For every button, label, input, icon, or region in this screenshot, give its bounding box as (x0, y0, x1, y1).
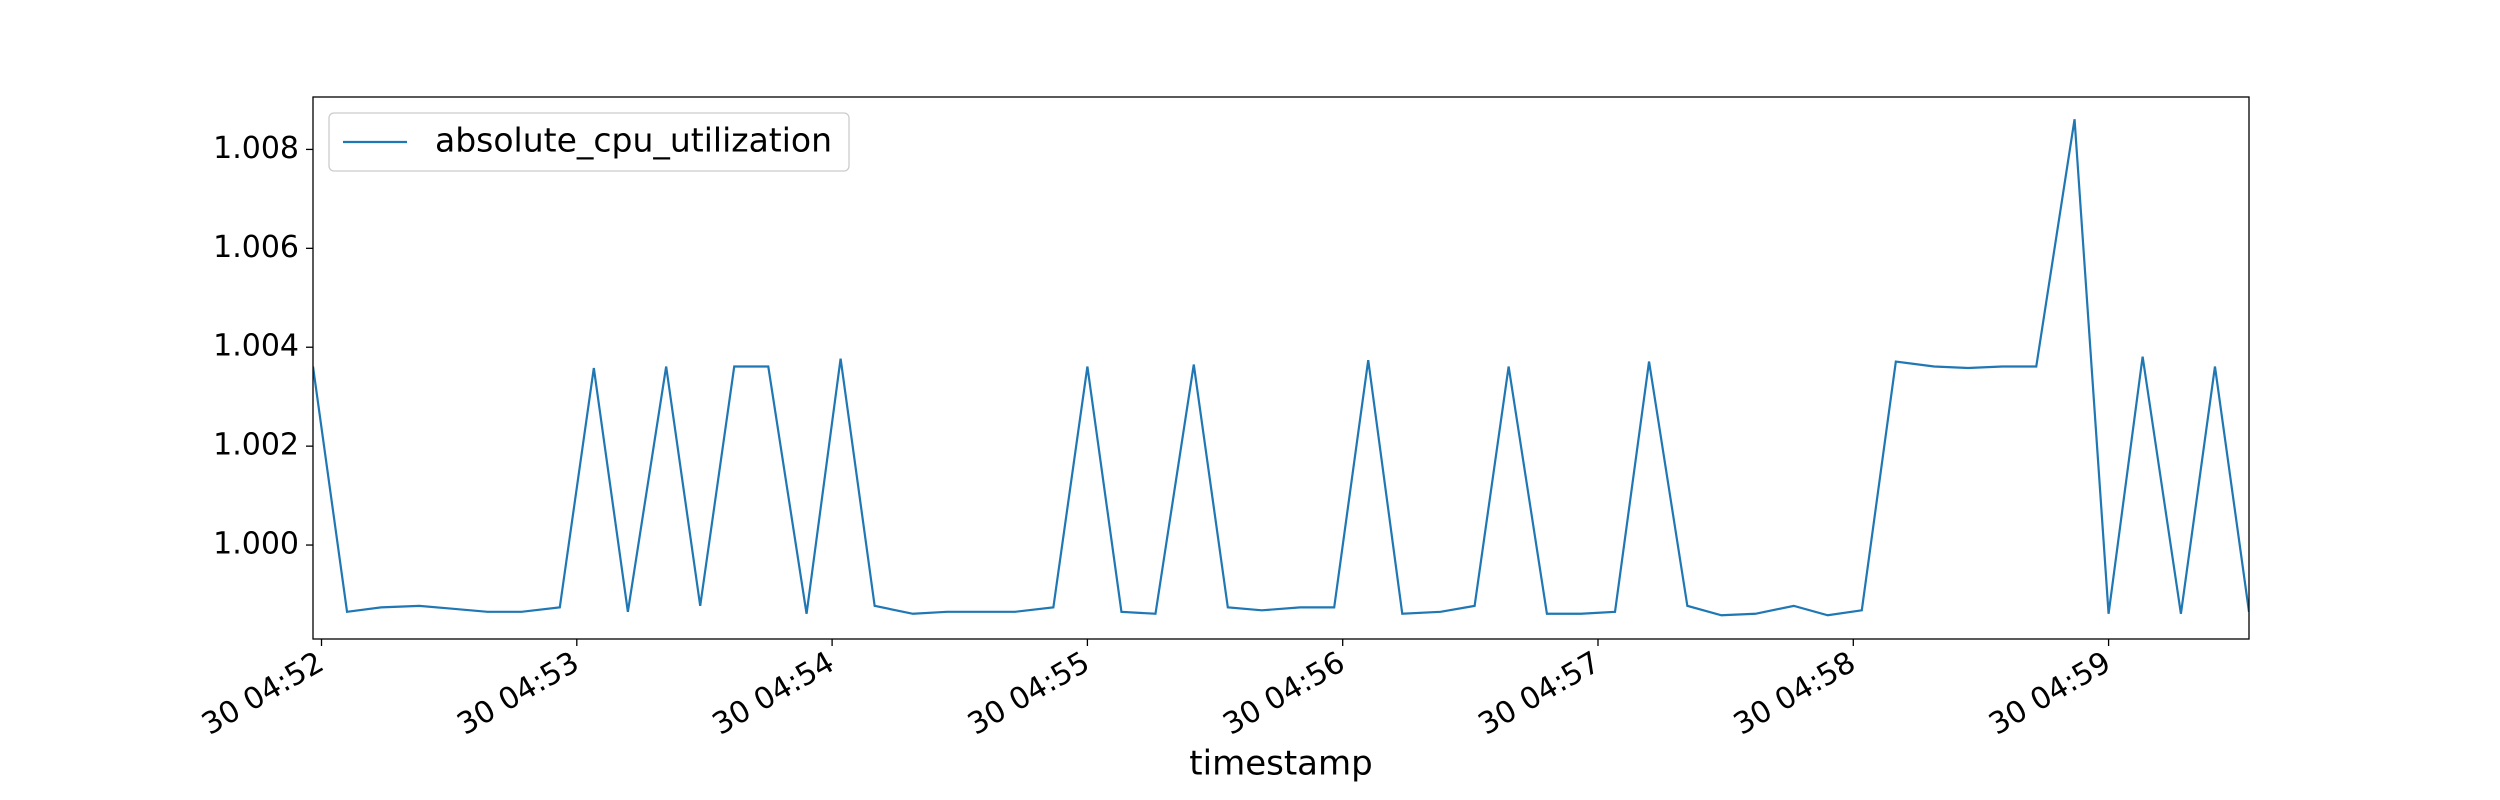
legend-box (328, 112, 850, 172)
plot-frame (312, 96, 2250, 640)
x-tick-label: 30 04:57 (1473, 645, 1607, 742)
x-tick-label: 30 04:56 (1217, 645, 1351, 742)
y-tick-label: 1.006 (213, 230, 299, 265)
data-line (313, 119, 2249, 617)
x-tick-label: 30 04:58 (1728, 645, 1862, 742)
y-tick-label: 1.008 (213, 131, 299, 166)
y-tick-label: 1.002 (213, 428, 299, 463)
x-tick-label: 30 04:59 (1983, 645, 2117, 742)
x-tick-label: 30 04:52 (196, 645, 330, 742)
x-axis-label: timestamp (1189, 744, 1372, 784)
x-tick-label: 30 04:54 (707, 645, 841, 742)
x-tick-label: 30 04:53 (451, 645, 585, 742)
y-tick-label: 1.004 (213, 329, 299, 364)
y-tick-label: 1.000 (213, 527, 299, 562)
x-tick-label: 30 04:55 (962, 645, 1096, 742)
legend-label: absolute_cpu_utilization (435, 121, 832, 160)
